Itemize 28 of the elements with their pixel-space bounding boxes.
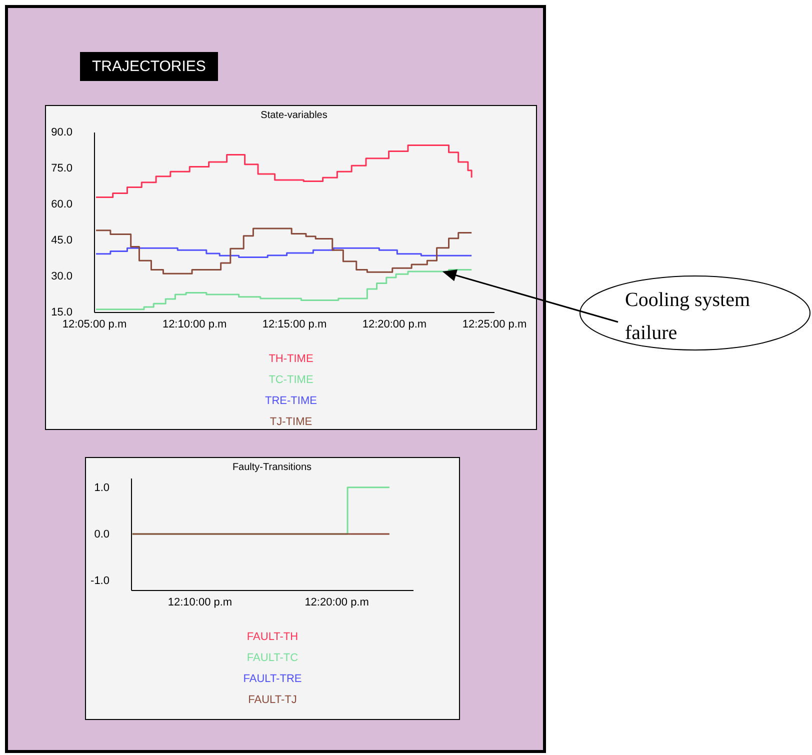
x-tick-label: 12:05:00 p.m (62, 318, 127, 330)
x-tick-label: 12:25:00 p.m (462, 318, 527, 330)
x-tick-label: 12:15:00 p.m (262, 318, 327, 330)
text: TH-TIME (268, 352, 314, 367)
y-tick-label: 1.0 (94, 482, 110, 494)
y-tick-label: 60.0 (51, 198, 72, 210)
x-tick-label: 12:10:00 p.m (168, 596, 232, 608)
legend-label: FAULT-TRE (242, 672, 303, 687)
y-tick-label: -1.0 (90, 575, 110, 588)
text: TRE-TIME (264, 394, 318, 409)
y-tick-label: 15.0 (51, 306, 72, 318)
y-tick-label: 45.0 (51, 234, 72, 246)
chart-title: Faulty-Transitions (232, 462, 312, 473)
y-tick-label: 90.0 (51, 126, 72, 138)
x-tick-label: 12:10:00 p.m (162, 318, 227, 330)
text: FAULT-TC (246, 651, 300, 666)
text: FAULT-TJ (247, 693, 298, 708)
chart-title: State-variables (260, 110, 328, 121)
annotation: Cooling system failure (625, 288, 752, 346)
y-tick-label: 30.0 (51, 270, 72, 282)
text: TRAJECTORIES (80, 52, 218, 81)
text: TJ-TIME (268, 415, 314, 430)
x-tick-label: 12:20:00 p.m (362, 318, 427, 330)
y-tick-label: 75.0 (51, 162, 72, 174)
text: TC-TIME (268, 373, 314, 388)
legend-label: FAULT-TH (246, 630, 300, 645)
y-tick-label: 0.0 (94, 528, 110, 540)
x-tick-label: 12:20:00 p.m (304, 596, 369, 608)
